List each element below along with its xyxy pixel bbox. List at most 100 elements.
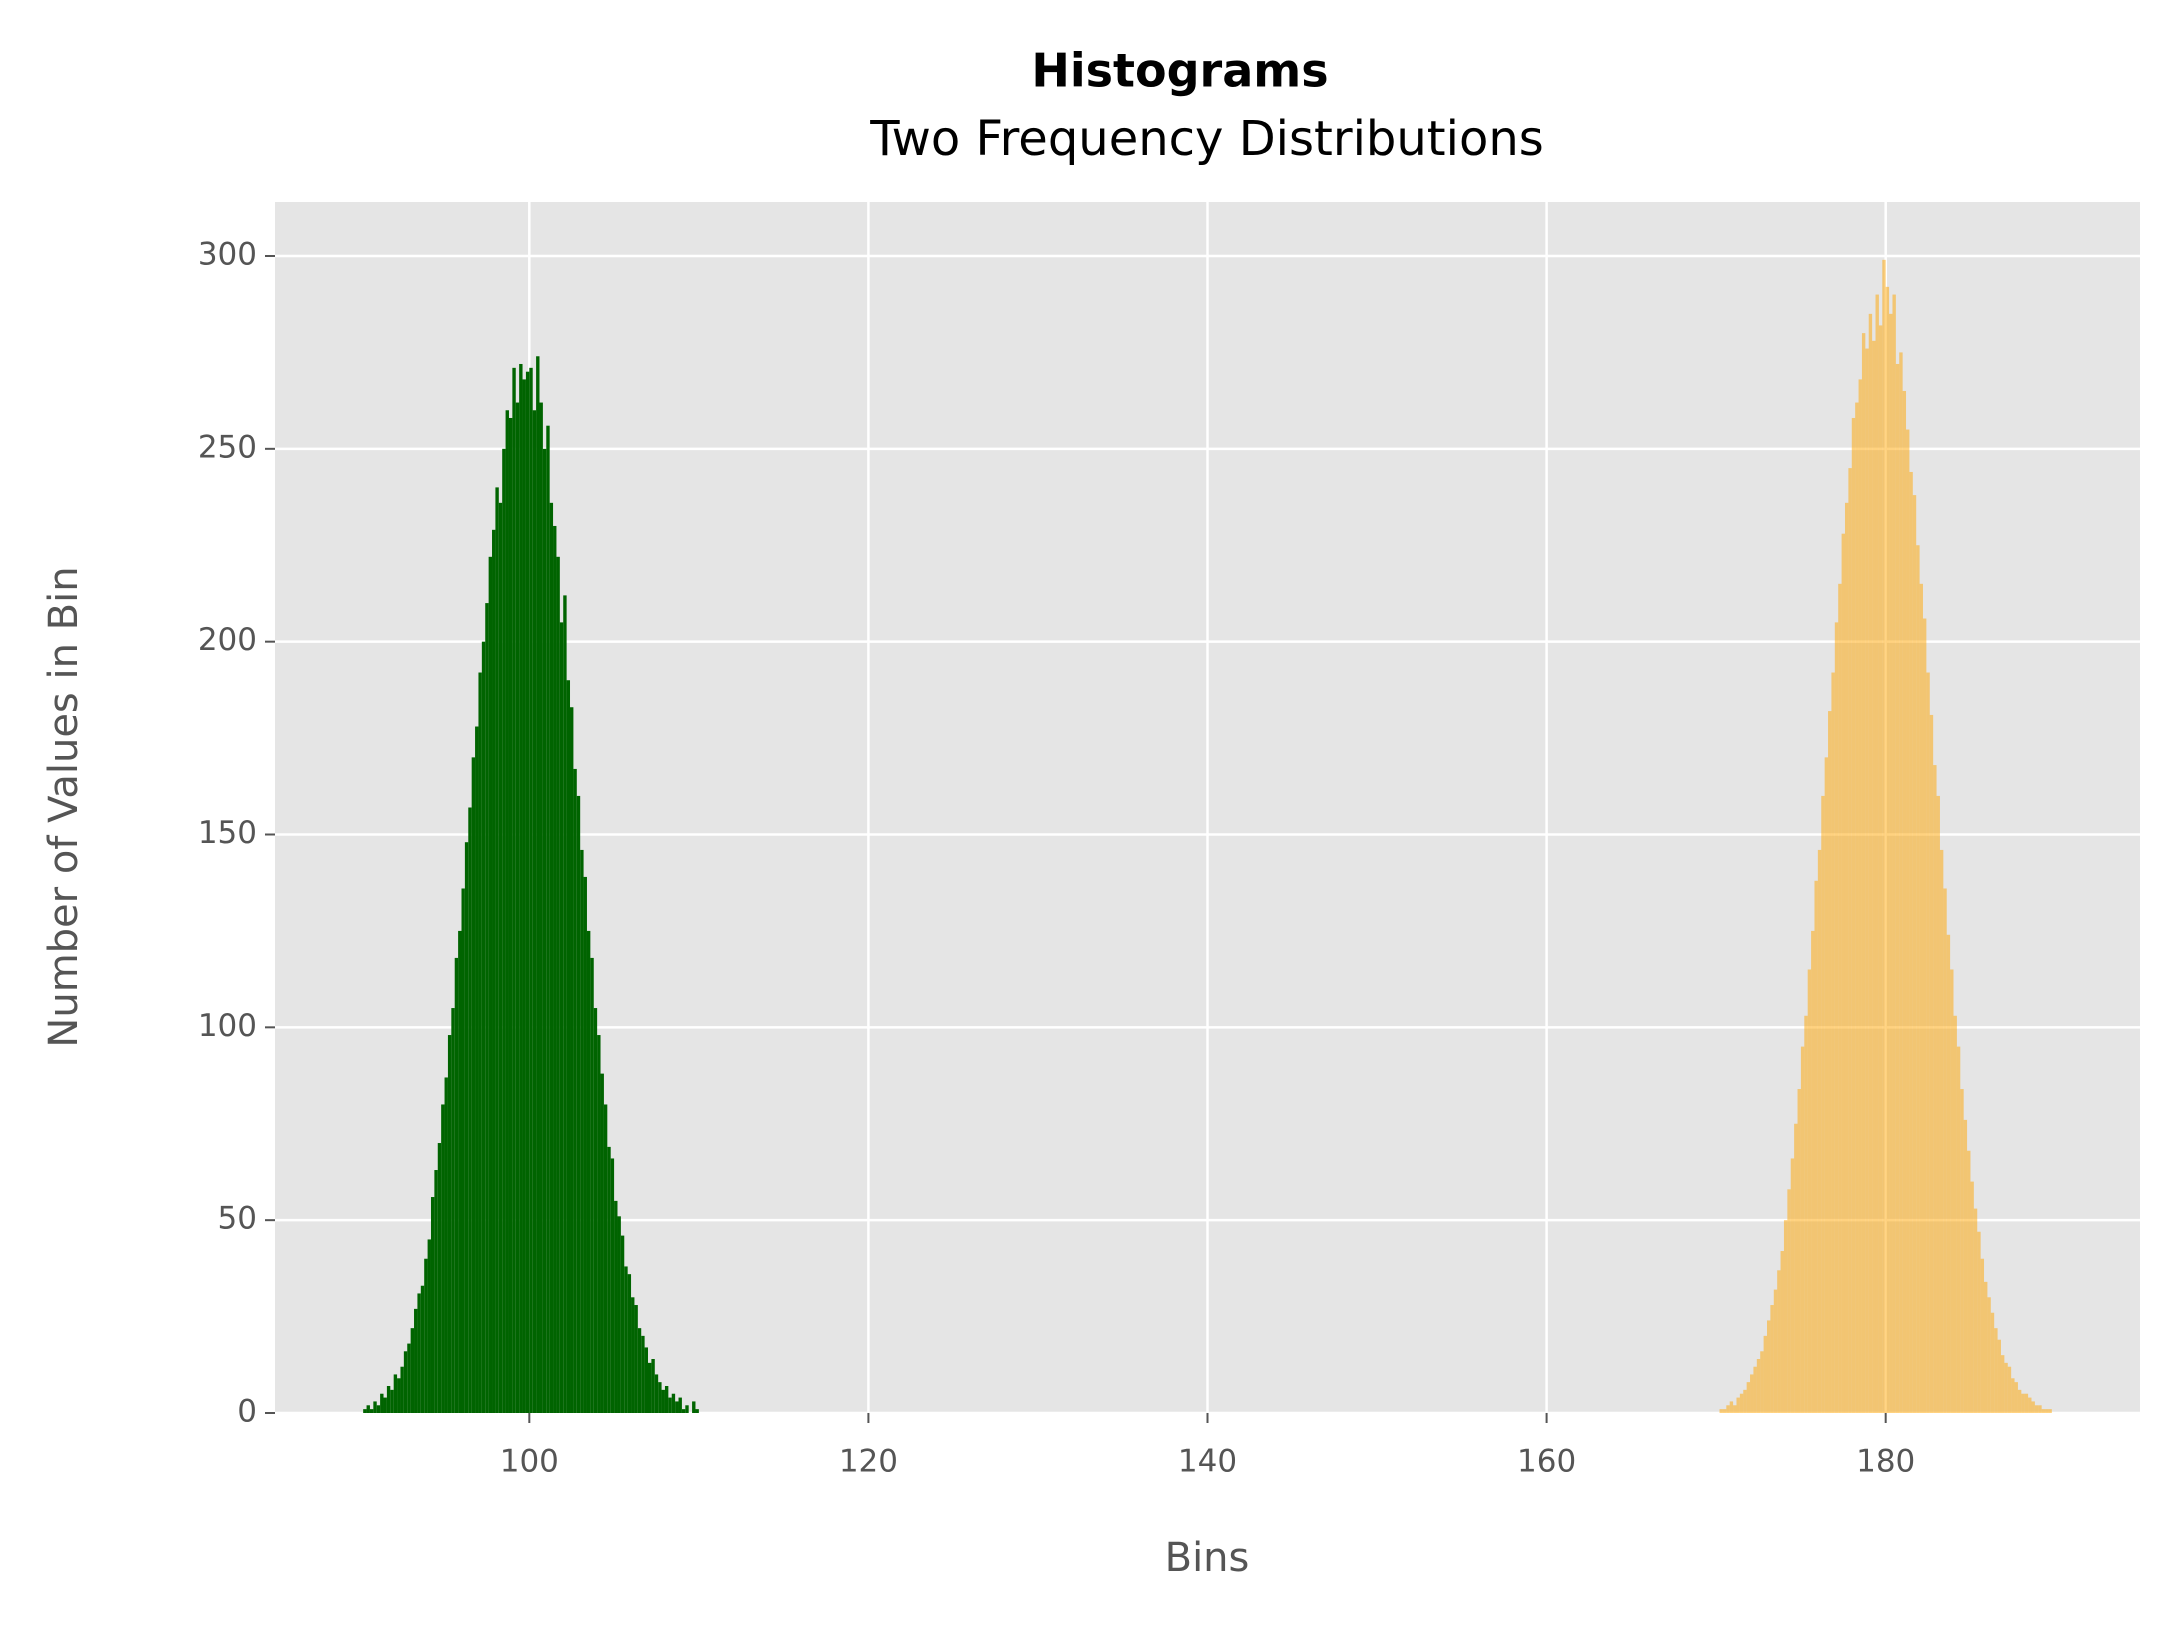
histogram-bar xyxy=(2004,1362,2008,1413)
histogram-bar xyxy=(1861,333,1866,1413)
histogram-bar xyxy=(1821,795,1825,1413)
histogram-bar xyxy=(590,957,594,1413)
histogram-bar xyxy=(1804,1015,1808,1413)
histogram-bar xyxy=(390,1389,394,1413)
histogram-bar xyxy=(681,1409,686,1413)
histogram-bar xyxy=(1858,379,1862,1413)
bars xyxy=(363,259,2052,1414)
histogram-bar xyxy=(1807,969,1812,1413)
histogram-bar xyxy=(508,417,513,1414)
histogram-bar xyxy=(1882,259,1886,1413)
x-tick-label: 160 xyxy=(1517,1444,1576,1480)
histogram-bar xyxy=(1980,1258,1985,1413)
histogram-bar xyxy=(1841,533,1845,1413)
histogram-bar xyxy=(570,707,574,1413)
histogram-bar xyxy=(1997,1339,2001,1413)
histogram-bar xyxy=(549,502,554,1413)
histogram-bar xyxy=(454,957,459,1413)
x-axis-label: Bins xyxy=(1165,1535,1250,1581)
histogram-bar xyxy=(641,1335,645,1413)
histogram-bar xyxy=(556,556,560,1413)
histogram-bar xyxy=(400,1366,404,1413)
histogram-bar xyxy=(637,1328,642,1413)
histogram-bar xyxy=(1743,1389,1747,1413)
histogram-bar xyxy=(424,1258,428,1413)
histogram-bar xyxy=(695,1409,699,1413)
histogram-bar xyxy=(576,795,581,1413)
y-tick-label: 0 xyxy=(237,1394,257,1430)
histogram-bar xyxy=(1773,1289,1778,1413)
histogram-bar xyxy=(505,410,509,1414)
histogram-bar xyxy=(559,622,564,1413)
histogram-bar xyxy=(573,768,577,1413)
histogram-bar xyxy=(1889,313,1893,1413)
histogram-bar xyxy=(447,1035,452,1413)
histogram-bar xyxy=(2038,1405,2042,1413)
histogram-bar xyxy=(1977,1231,1981,1413)
histogram-bar xyxy=(664,1386,669,1413)
histogram-bar xyxy=(481,641,486,1413)
histogram-bar xyxy=(1943,888,1947,1413)
histogram-bar xyxy=(1719,1409,1723,1413)
histogram-bar xyxy=(1851,417,1856,1414)
histogram-bar xyxy=(1811,930,1815,1413)
histogram-bar xyxy=(1906,429,1910,1414)
histogram-bar xyxy=(2007,1366,2012,1413)
histogram-bar xyxy=(380,1393,384,1413)
histogram-bar xyxy=(434,1170,438,1413)
histogram-bar xyxy=(1875,294,1879,1413)
histogram-bar xyxy=(658,1382,662,1413)
histogram-bar xyxy=(393,1374,398,1413)
histogram-bar xyxy=(675,1401,679,1413)
histogram-bar xyxy=(620,1235,625,1413)
histogram-bar xyxy=(614,1200,618,1413)
histogram-bar xyxy=(1865,348,1869,1413)
histogram-bar xyxy=(417,1293,421,1413)
histogram-bar xyxy=(580,849,584,1413)
histogram-bar xyxy=(546,425,550,1414)
histogram-bar xyxy=(631,1297,635,1413)
histogram-bar xyxy=(1746,1382,1751,1413)
histogram-bar xyxy=(1953,1015,1957,1413)
y-axis-label: Number of Values in Bin xyxy=(41,566,87,1047)
histogram-bar xyxy=(397,1378,401,1413)
histogram-bar xyxy=(1933,765,1937,1413)
histogram-bar xyxy=(1756,1359,1761,1413)
histogram-bar xyxy=(1790,1158,1795,1413)
histogram-bar xyxy=(2000,1355,2005,1413)
histogram-bar xyxy=(444,1077,448,1413)
histogram-bar xyxy=(1895,363,1900,1413)
histogram-bar xyxy=(1929,714,1934,1413)
histogram-bar xyxy=(2024,1393,2029,1413)
histogram-bar xyxy=(661,1389,665,1413)
histogram-bar xyxy=(471,757,476,1413)
histogram-bar xyxy=(464,842,469,1413)
histogram-bar xyxy=(532,410,537,1414)
histogram-bar xyxy=(1828,711,1832,1413)
histogram-bar xyxy=(678,1397,682,1413)
histogram-bar xyxy=(1950,969,1954,1413)
histogram-bar xyxy=(430,1197,435,1413)
histogram-bar xyxy=(617,1216,621,1413)
histogram-bar xyxy=(502,448,506,1414)
y-tick-label: 50 xyxy=(218,1201,257,1237)
histogram-bar xyxy=(410,1328,415,1413)
histogram-bar xyxy=(1814,880,1818,1413)
histogram-bar xyxy=(603,1104,608,1413)
histogram-bar xyxy=(1956,1046,1961,1413)
histogram-bar xyxy=(1916,545,1920,1413)
histogram-bar xyxy=(597,1035,601,1413)
histogram-bar xyxy=(1990,1312,1995,1413)
histogram-bar xyxy=(441,1104,445,1413)
histogram-bar xyxy=(607,1146,611,1413)
histogram-bar xyxy=(461,888,465,1413)
histogram-bar xyxy=(1892,294,1896,1413)
histogram-bar xyxy=(566,680,571,1413)
histogram-bar xyxy=(610,1158,615,1413)
histogram-bar xyxy=(1967,1150,1971,1413)
histogram-bar xyxy=(1763,1335,1767,1413)
histogram-bar xyxy=(692,1401,696,1413)
y-tick-label: 250 xyxy=(198,429,257,465)
histogram-bar xyxy=(1970,1181,1974,1413)
y-tick-label: 200 xyxy=(198,622,257,658)
